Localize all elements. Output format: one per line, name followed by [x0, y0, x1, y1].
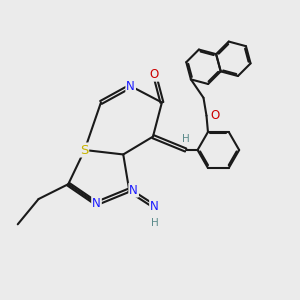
Text: N: N	[126, 80, 135, 93]
Text: O: O	[210, 109, 219, 122]
Text: N: N	[129, 184, 138, 196]
Text: H: H	[182, 134, 190, 144]
Text: N: N	[150, 200, 159, 213]
Text: S: S	[80, 143, 88, 157]
Text: H: H	[151, 218, 158, 228]
Text: O: O	[150, 68, 159, 81]
Text: N: N	[92, 197, 101, 210]
